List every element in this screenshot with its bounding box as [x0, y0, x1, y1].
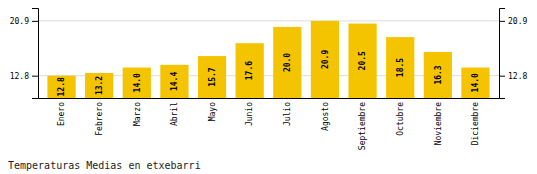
y-axis-line — [32, 9, 39, 99]
bar — [386, 37, 414, 98]
data-label: 14.0 — [471, 73, 480, 92]
x-tick-label: Febrero — [95, 102, 104, 136]
x-tick: Noviembre — [434, 102, 443, 146]
x-tick-label: Agosto — [321, 102, 330, 131]
x-tick: Marzo — [133, 102, 142, 126]
y-tick-label: 20.9 — [10, 17, 29, 26]
y-tick: 12.8 — [10, 72, 38, 81]
x-tick-label: Octubre — [396, 102, 405, 136]
bar — [123, 68, 151, 98]
bar — [311, 21, 339, 98]
x-tick: Septiembre — [358, 102, 367, 150]
bar — [47, 76, 75, 98]
data-label: 16.3 — [434, 65, 443, 84]
y-tick-mark — [499, 76, 505, 77]
x-tick: Julio — [283, 102, 292, 126]
y-axis-line — [500, 9, 506, 99]
data-label: 20.9 — [321, 50, 330, 69]
data-label: 17.6 — [245, 61, 254, 80]
bar — [348, 24, 376, 98]
y-tick: 20.9 — [10, 17, 38, 26]
data-label: 20.0 — [283, 53, 292, 72]
data-label: 20.5 — [358, 51, 367, 70]
bar — [160, 65, 188, 98]
x-tick: Octubre — [396, 102, 405, 136]
plot-area — [47, 21, 489, 98]
x-tick-label: Noviembre — [434, 102, 443, 146]
grid-line — [38, 20, 499, 21]
x-tick: Abril — [170, 102, 179, 126]
x-tick-label: Enero — [57, 102, 66, 126]
x-tick: Agosto — [321, 102, 330, 131]
x-tick-label: Junio — [245, 102, 254, 126]
bar — [85, 73, 113, 98]
x-tick: Junio — [245, 102, 254, 126]
y-tick-label: 20.9 — [508, 17, 527, 26]
data-label: 18.5 — [396, 58, 405, 77]
x-tick-label: Abril — [170, 102, 179, 126]
y-tick-label: 12.8 — [508, 72, 527, 81]
x-tick-label: Septiembre — [358, 102, 367, 150]
y-tick-mark — [32, 21, 38, 22]
data-label: 14.4 — [170, 72, 179, 91]
bar — [198, 56, 226, 98]
y-tick-label: 12.8 — [10, 72, 29, 81]
bar — [461, 68, 489, 98]
y-tick: 20.9 — [499, 17, 527, 26]
y-tick: 12.8 — [499, 72, 527, 81]
data-label: 13.2 — [95, 76, 104, 95]
x-tick-label: Mayo — [208, 102, 217, 121]
data-label: 12.8 — [57, 77, 66, 96]
x-tick: Febrero — [95, 102, 104, 136]
title: Temperaturas Medias en etxebarri — [8, 160, 201, 171]
chart: 12.8 13.2 14.0 14.4 15.7 17.6 20.0 20.9 20.5 18.5… — [0, 0, 537, 174]
x-tick: Diciembre — [471, 102, 480, 146]
bar — [236, 43, 264, 98]
data-label: 14.0 — [133, 73, 142, 92]
data-labels: 12.8 13.2 14.0 14.4 15.7 17.6 20.0 20.9 20.5 18.5… — [57, 50, 480, 97]
x-tick-label: Diciembre — [471, 102, 480, 146]
x-axis: Enero Febrero Marzo Abril Mayo Junio Julio Agos… — [39, 99, 500, 151]
x-axis-line — [39, 98, 500, 99]
x-tick-label: Marzo — [133, 102, 142, 126]
x-tick: Mayo — [208, 102, 217, 121]
y-tick-mark — [32, 76, 38, 77]
x-tick-label: Julio — [283, 102, 292, 126]
bar — [273, 27, 301, 98]
x-tick: Enero — [57, 102, 66, 126]
bar — [424, 52, 452, 98]
data-label: 15.7 — [208, 67, 217, 86]
y-tick-mark — [499, 21, 505, 22]
right-y-axis: 12.8 20.9 — [499, 9, 527, 99]
left-y-axis: 12.8 20.9 — [10, 9, 39, 99]
